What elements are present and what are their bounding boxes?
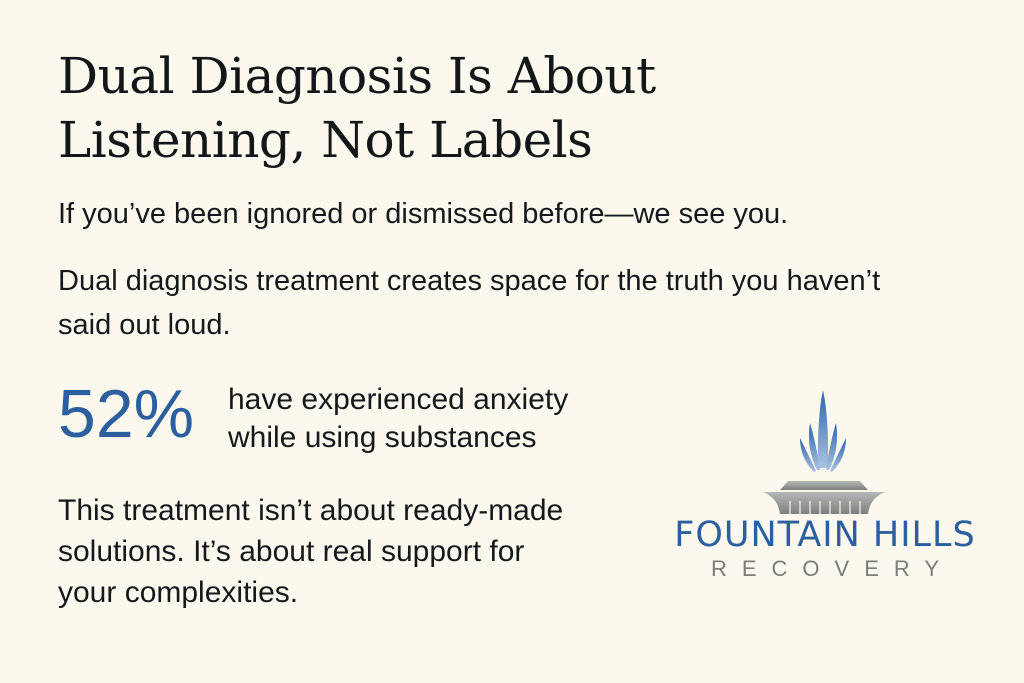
intro-paragraph: Dual diagnosis treatment creates space f… — [58, 265, 881, 341]
title-line-2: Listening, Not Labels — [58, 111, 593, 169]
closing-line-2: solutions. It’s about real support for — [58, 535, 525, 568]
closing-line-1: This treatment isn’t about ready-made — [58, 494, 564, 527]
closing-paragraph: This treatment isn’t about ready-made so… — [58, 490, 658, 613]
logo-tagline: RECOVERY — [710, 556, 955, 581]
title-line-1: Dual Diagnosis Is About — [58, 47, 656, 105]
stat-line-2: while using substances — [228, 421, 537, 454]
page-title: Dual Diagnosis Is About Listening, Not L… — [58, 44, 656, 172]
logo-name: FOUNTAIN HILLS — [674, 515, 976, 555]
fountain-icon — [763, 390, 885, 514]
subtitle: If you’ve been ignored or dismissed befo… — [58, 198, 789, 230]
stat-description: have experienced anxiety while using sub… — [228, 381, 568, 457]
stat-value: 52% — [58, 376, 195, 452]
closing-line-3: your complexities. — [58, 576, 299, 609]
stat-line-1: have experienced anxiety — [228, 383, 569, 416]
